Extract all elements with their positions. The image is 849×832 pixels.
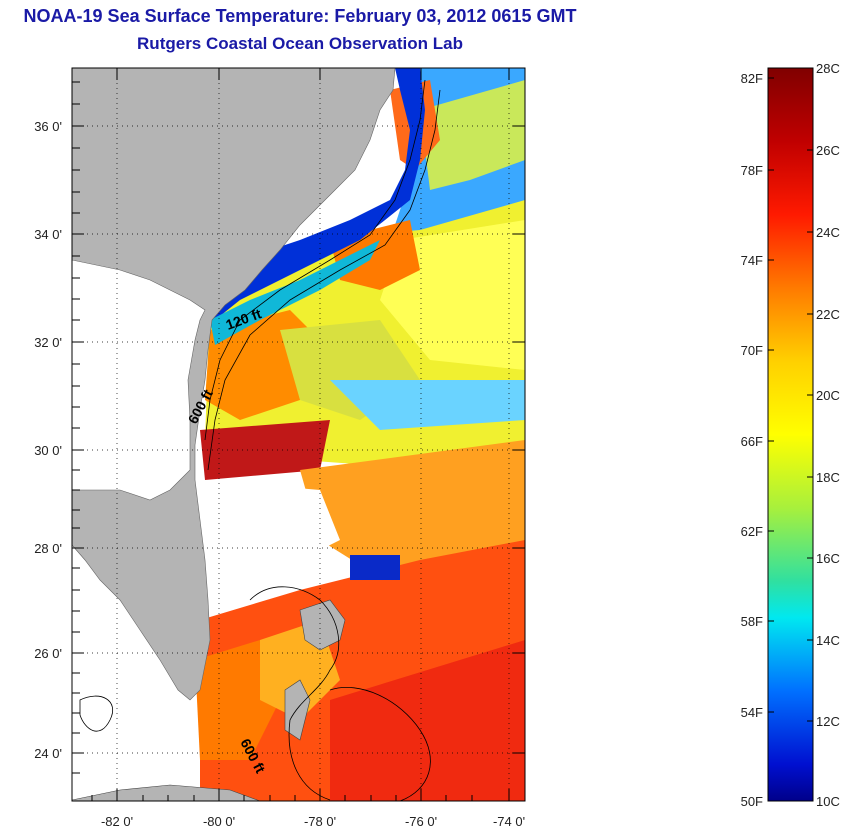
lat-label: 36 0' bbox=[34, 119, 62, 134]
lat-label: 30 0' bbox=[34, 443, 62, 458]
colorbar-c-label: 12C bbox=[816, 714, 840, 729]
bathymetry-contours bbox=[79, 79, 441, 801]
colorbar-f-label: 54F bbox=[741, 705, 763, 720]
colorbar-f-label: 78F bbox=[741, 163, 763, 178]
colorbar-c-label: 14C bbox=[816, 633, 840, 648]
land-bahamas bbox=[284, 599, 346, 741]
sst-field bbox=[195, 68, 525, 801]
lon-label: -78 0' bbox=[304, 814, 336, 829]
lat-label: 32 0' bbox=[34, 335, 62, 350]
colorbar-c-label: 24C bbox=[816, 225, 840, 240]
lat-label: 24 0' bbox=[34, 746, 62, 761]
map-ticks bbox=[72, 68, 525, 801]
lon-label: -76 0' bbox=[405, 814, 437, 829]
sst-map bbox=[72, 68, 525, 801]
colorbar-gradient bbox=[767, 67, 814, 802]
colorbar-c-label: 22C bbox=[816, 307, 840, 322]
colorbar-c-label: 26C bbox=[816, 143, 840, 158]
colorbar-f-label: 70F bbox=[741, 343, 763, 358]
land-mainland bbox=[72, 68, 396, 701]
graticule bbox=[72, 68, 525, 801]
map-subtitle: Rutgers Coastal Ocean Observation Lab bbox=[137, 34, 463, 53]
colorbar-c-label: 28C bbox=[816, 61, 840, 76]
map-frame bbox=[71, 67, 526, 802]
colorbar-f-label: 50F bbox=[741, 794, 763, 809]
lon-label: -80 0' bbox=[203, 814, 235, 829]
lat-label: 26 0' bbox=[34, 646, 62, 661]
lon-label: -74 0' bbox=[493, 814, 525, 829]
colorbar-f-label: 74F bbox=[741, 253, 763, 268]
latitude-labels: 36 0' 34 0' 32 0' 30 0' 28 0' 26 0' 24 0… bbox=[34, 119, 62, 761]
colorbar-f-label: 82F bbox=[741, 71, 763, 86]
lat-label: 28 0' bbox=[34, 541, 62, 556]
colorbar-f-label: 62F bbox=[741, 524, 763, 539]
colorbar-c-label: 10C bbox=[816, 794, 840, 809]
colorbar-c-label: 16C bbox=[816, 551, 840, 566]
colorbar-f-label: 66F bbox=[741, 434, 763, 449]
temperature-colorbar: 82F 78F 74F 70F 66F 62F 58F 54F 50F 28C … bbox=[741, 61, 840, 809]
land-cuba bbox=[72, 784, 261, 801]
colorbar-f-label: 58F bbox=[741, 614, 763, 629]
colorbar-c-label: 18C bbox=[816, 470, 840, 485]
lat-label: 34 0' bbox=[34, 227, 62, 242]
colorbar-c-label: 20C bbox=[816, 388, 840, 403]
map-title: NOAA-19 Sea Surface Temperature: Februar… bbox=[23, 6, 577, 26]
lon-label: -82 0' bbox=[101, 814, 133, 829]
longitude-labels: -82 0' -80 0' -78 0' -76 0' -74 0' bbox=[101, 814, 525, 829]
